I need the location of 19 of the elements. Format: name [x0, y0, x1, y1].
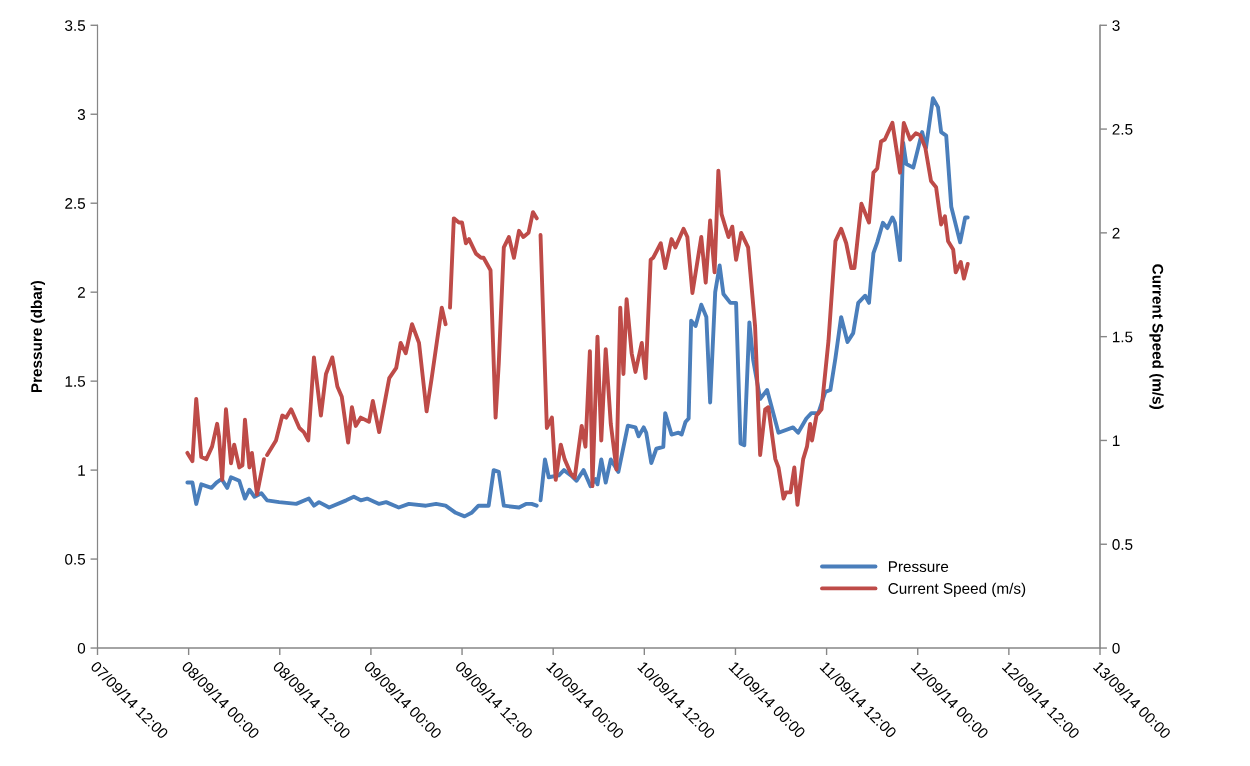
y2-tick-label: 1.5 [1112, 331, 1133, 343]
y2-axis-title: Current Speed (m/s) [1149, 264, 1164, 409]
y2-tick-label: 0.5 [1112, 539, 1133, 550]
y-tick-label: 0 [77, 642, 86, 654]
legend-label: Current Speed (m/s) [888, 582, 1026, 597]
y-tick-label: 0.5 [65, 553, 86, 565]
y2-tick-label: 1 [1112, 435, 1120, 446]
y-axis-title: Pressure (dbar) [30, 280, 46, 393]
y2-tick-label: 2.5 [1112, 123, 1133, 135]
y2-tick-label: 2 [1112, 227, 1120, 239]
legend-label: Pressure [888, 561, 949, 573]
y-tick-label: 1.5 [65, 376, 86, 387]
y2-tick-label: 3 [1112, 20, 1120, 31]
y2-tick-label: 0 [1112, 642, 1120, 654]
y-tick-label: 1 [78, 465, 85, 476]
y-tick-label: 3 [77, 109, 86, 120]
y-tick-label: 2 [77, 287, 85, 298]
y-tick-label: 2.5 [65, 198, 86, 209]
y-tick-label: 3.5 [65, 20, 86, 31]
